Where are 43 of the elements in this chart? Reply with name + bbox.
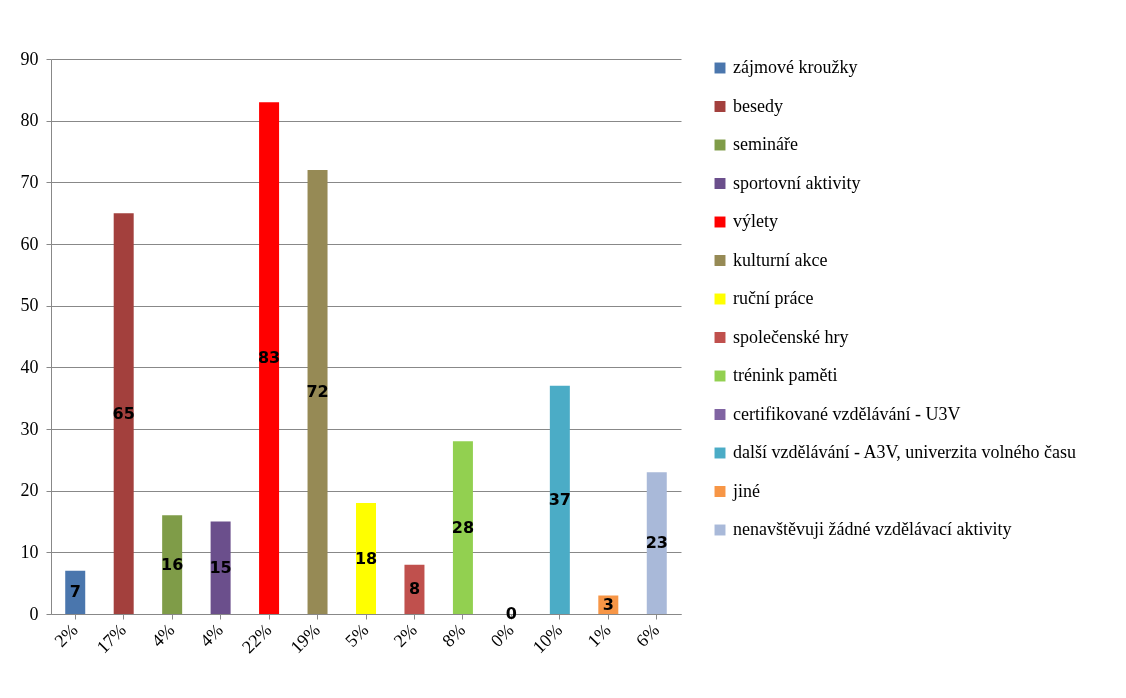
y-tick-label: 20 [20, 480, 39, 501]
legend-label: další vzdělávání - A3V, univerzita volného času [733, 442, 1077, 462]
y-tick-label: 50 [20, 295, 39, 316]
x-tick-label: 19% [286, 619, 324, 658]
data-label: 8 [408, 579, 421, 599]
y-tick-label: 30 [20, 418, 39, 439]
legend-label: nenavštěvuji žádné vzdělávací aktivity [733, 519, 1012, 539]
data-label: 18 [354, 548, 378, 568]
data-label: 23 [645, 533, 668, 553]
x-tick-label: 4% [147, 619, 179, 651]
data-label: 15 [209, 557, 232, 577]
legend-label: kulturní akce [733, 249, 828, 270]
x-tick-label: 10% [528, 619, 567, 658]
x-tick-label: 4% [195, 619, 227, 651]
y-tick-label: 0 [29, 603, 39, 624]
legend-label: zájmové kroužky [733, 57, 858, 77]
data-label: 28 [451, 517, 475, 537]
legend-label: společenské hry [733, 326, 849, 347]
y-tick-label: 90 [20, 48, 39, 69]
legend-label: sportovní aktivity [733, 172, 861, 193]
x-tick-label: 17% [92, 619, 131, 658]
x-tick-label: 2% [389, 619, 421, 651]
legend-label: jiné [732, 480, 760, 501]
legend-label: ruční práce [733, 288, 814, 308]
data-label: 3 [602, 594, 614, 614]
y-tick-label: 80 [20, 110, 39, 131]
data-label: 83 [257, 348, 281, 368]
x-tick-label: 22% [237, 619, 276, 658]
y-tick-label: 40 [20, 356, 39, 377]
x-tick-label: 1% [583, 619, 615, 651]
legend-label: semináře [733, 134, 798, 154]
x-tick-label: 5% [341, 619, 373, 651]
legend-label: výlety [733, 211, 778, 231]
x-tick-label: 8% [438, 619, 470, 651]
legend-label: besedy [733, 95, 783, 116]
y-tick-label: 70 [20, 171, 39, 192]
y-tick-label: 60 [20, 233, 39, 254]
data-label: 7 [69, 582, 81, 602]
legend-label: trénink paměti [733, 365, 838, 385]
x-tick-label: 2% [50, 619, 82, 651]
legend-label: certifikované vzdělávání - U3V [733, 403, 961, 424]
x-tick-label: 6% [632, 619, 664, 651]
y-tick-label: 10 [20, 541, 39, 562]
